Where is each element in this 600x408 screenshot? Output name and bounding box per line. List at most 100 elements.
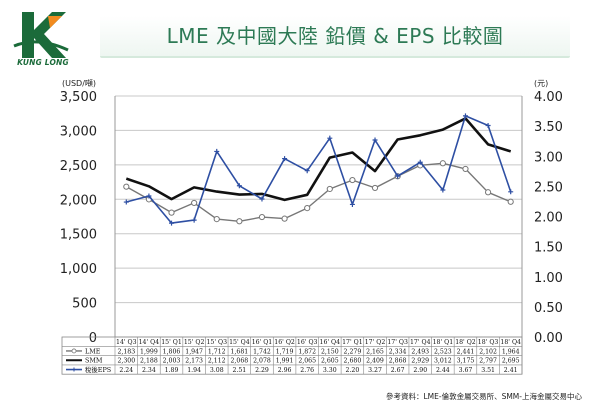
data-point xyxy=(484,189,492,196)
right-tick-label: 0.00 xyxy=(534,331,563,346)
data-value-label: 2.76 xyxy=(300,367,314,374)
data-value-label: 1,742 xyxy=(253,348,271,355)
data-point xyxy=(349,176,356,184)
left-tick-label: 500 xyxy=(72,297,97,312)
left-tick-label: 1,000 xyxy=(60,262,97,277)
x-category-label: 15' Q2 xyxy=(184,339,205,346)
x-category-label: 14' Q3 xyxy=(116,339,137,346)
data-value-label: 3,012 xyxy=(434,358,452,365)
data-value-label: 2,173 xyxy=(185,358,203,365)
logo-orange-shape xyxy=(48,16,62,28)
left-tick-label: 3,500 xyxy=(60,90,97,105)
data-value-label: 2.24 xyxy=(119,367,133,374)
series-line-0 xyxy=(125,162,511,223)
data-value-label: 2,078 xyxy=(253,358,271,365)
data-value-label: 2,797 xyxy=(479,358,497,365)
data-point xyxy=(146,193,152,199)
data-value-label: 2,868 xyxy=(389,358,407,365)
data-value-label: 1.89 xyxy=(165,367,179,374)
right-tick-label: 3.50 xyxy=(534,120,563,135)
data-point xyxy=(281,215,288,222)
legend-key-marker xyxy=(71,348,77,354)
data-point xyxy=(168,209,175,216)
data-value-label: 3.51 xyxy=(481,367,495,374)
data-value-label: 2,188 xyxy=(140,358,158,365)
data-point xyxy=(371,184,379,192)
right-tick-label: 4.00 xyxy=(534,90,563,105)
data-value-label: 2,680 xyxy=(344,358,362,365)
x-category-label: 17' Q2 xyxy=(365,339,386,346)
data-value-label: 2.20 xyxy=(346,367,360,374)
data-point xyxy=(349,201,355,207)
data-point xyxy=(191,217,197,223)
data-value-label: 3.08 xyxy=(210,367,224,374)
x-category-label: 16' Q4 xyxy=(320,339,341,346)
data-value-label: 1,712 xyxy=(208,348,226,355)
series-line-2 xyxy=(126,115,512,224)
data-value-label: 2,300 xyxy=(117,358,135,365)
data-value-label: 2.96 xyxy=(278,367,292,374)
data-value-label: 1,681 xyxy=(231,348,249,355)
left-tick-label: 1,500 xyxy=(60,228,97,243)
data-point xyxy=(214,148,220,154)
data-point xyxy=(123,199,129,205)
data-value-label: 3.67 xyxy=(459,367,473,374)
data-value-label: 2.67 xyxy=(391,367,405,374)
data-point xyxy=(123,183,130,190)
left-axis-unit: (USD/噸) xyxy=(62,79,97,88)
source-note: 參考資料：LME-倫敦金屬交易所、SMM-上海金屬交易中心 xyxy=(385,392,582,401)
data-value-label: 1,947 xyxy=(185,348,203,355)
data-value-label: 2.51 xyxy=(232,367,246,374)
data-point xyxy=(304,204,311,212)
data-value-label: 2.34 xyxy=(142,367,156,374)
x-category-label: 18' Q3 xyxy=(478,339,499,346)
data-value-label: 2.90 xyxy=(413,367,427,374)
x-category-label: 17' Q3 xyxy=(387,339,408,346)
x-category-label: 18' Q4 xyxy=(500,339,521,346)
data-value-label: 2,409 xyxy=(366,358,384,365)
brand-name: KUNG LONG xyxy=(17,58,69,67)
logo-accent-stroke xyxy=(13,40,69,52)
x-category-label: 17' Q4 xyxy=(410,339,431,346)
data-point xyxy=(236,183,242,189)
data-point xyxy=(191,199,198,207)
data-value-label: 1.94 xyxy=(187,367,201,374)
right-axis-unit: (元) xyxy=(534,79,549,88)
data-point xyxy=(508,189,514,195)
x-category-label: 14' Q4 xyxy=(139,339,160,346)
series-line-1 xyxy=(125,117,512,202)
data-value-label: 1,719 xyxy=(276,348,294,355)
right-tick-label: 0.50 xyxy=(534,301,563,316)
legend-entry: 稅後EPS xyxy=(85,365,111,374)
data-value-label: 2,929 xyxy=(411,358,429,365)
data-point xyxy=(507,198,514,205)
x-category-label: 15' Q4 xyxy=(229,339,250,346)
data-point xyxy=(282,156,288,162)
data-value-label: 2,102 xyxy=(479,348,497,355)
legend-key-marker xyxy=(72,367,76,372)
data-value-label: 2,493 xyxy=(411,348,429,355)
data-value-label: 2,068 xyxy=(231,358,249,365)
right-tick-label: 1.50 xyxy=(534,241,563,256)
left-tick-label: 2,000 xyxy=(60,193,97,208)
left-tick-label: 0 xyxy=(89,331,97,346)
data-point xyxy=(395,173,401,179)
data-point xyxy=(417,159,423,165)
right-tick-label: 2.00 xyxy=(534,211,563,226)
data-value-label: 1,872 xyxy=(298,348,316,355)
data-value-label: 2,065 xyxy=(298,358,316,365)
legend-entry: SMM xyxy=(85,357,103,365)
data-value-label: 2,334 xyxy=(389,348,407,355)
data-point xyxy=(327,135,333,141)
data-value-label: 3,175 xyxy=(457,358,475,365)
data-value-label: 2.44 xyxy=(436,367,450,374)
right-tick-label: 2.50 xyxy=(534,180,563,195)
page-title: LME 及中國大陸 鉛價 & EPS 比較圖 xyxy=(100,16,570,58)
data-point xyxy=(462,113,468,119)
right-tick-label: 3.00 xyxy=(534,150,563,165)
data-value-label: 2,165 xyxy=(366,348,384,355)
data-value-label: 2.41 xyxy=(504,367,518,374)
data-value-label: 1,999 xyxy=(140,348,158,355)
data-value-label: 1,806 xyxy=(163,348,181,355)
data-point xyxy=(259,196,265,202)
